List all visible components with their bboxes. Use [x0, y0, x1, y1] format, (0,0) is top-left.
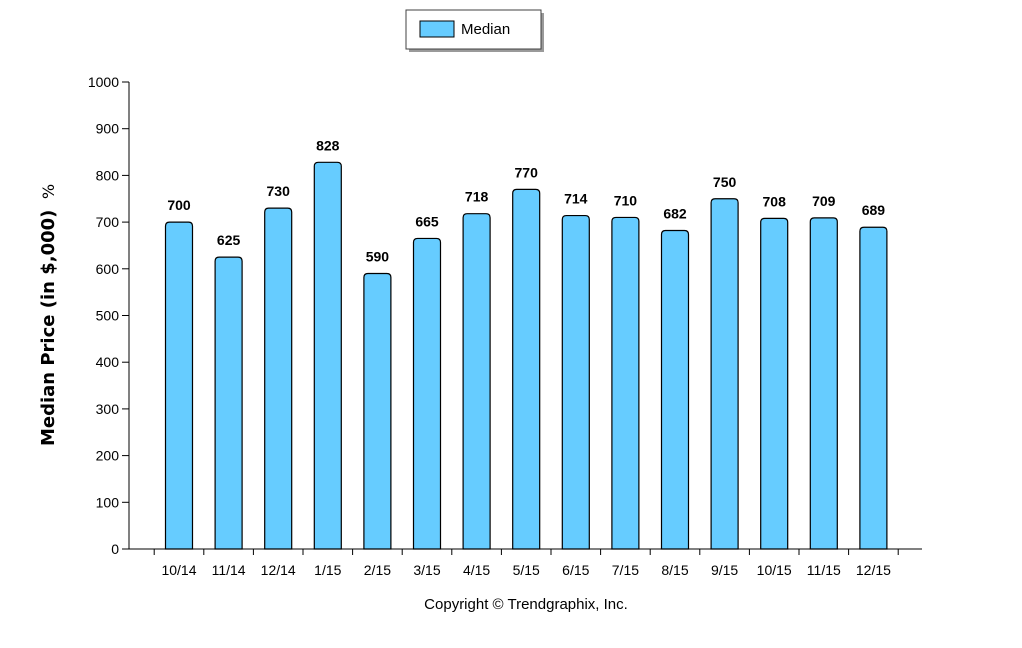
x-tick-label: 11/14: [212, 562, 246, 578]
y-tick-label: 1000: [88, 74, 119, 90]
x-ticks: 10/14 11/14 12/14 1/15 2/15 3/15 4/15 5/15 6/15 7…: [153, 549, 899, 578]
y-tick-label: 100: [96, 494, 120, 510]
bar: [859, 226, 888, 550]
bar: [313, 161, 342, 550]
bar-value-label: 714: [564, 191, 588, 207]
bar: [462, 213, 491, 550]
bar: [760, 217, 789, 550]
bar-value-label: 682: [663, 206, 687, 222]
bar: [660, 229, 690, 550]
x-tick-label: 8/15: [661, 562, 688, 578]
y-tick-label: 800: [96, 167, 120, 183]
legend: Median: [405, 9, 544, 52]
x-tick-label: 12/14: [261, 562, 296, 578]
y-tick-label: 500: [96, 308, 120, 324]
bar-value-label: 718: [465, 189, 489, 205]
bar: [164, 221, 194, 550]
copyright-footer: Copyright © Trendgraphix, Inc.: [424, 596, 628, 613]
y-axis-title-text: Median Price (in $,000): [38, 210, 59, 446]
x-tick-label: 10/14: [161, 562, 196, 578]
bar: [611, 216, 640, 550]
bar-value-label: 750: [713, 174, 737, 190]
bars: 700 625 730 828 590 665 718 770 714 710 682 750 708 7…: [164, 137, 888, 550]
x-tick-label: 2/15: [364, 562, 391, 578]
bar-value-label: 689: [862, 202, 886, 218]
x-tick-label: 7/15: [612, 562, 639, 578]
bar-value-label: 828: [316, 137, 340, 153]
bar-value-label: 590: [366, 248, 390, 264]
bar-value-label: 625: [217, 232, 241, 248]
x-tick-label: 5/15: [513, 562, 540, 578]
bar: [363, 272, 392, 550]
bar-value-label: 709: [812, 193, 836, 209]
x-tick-label: 3/15: [413, 562, 440, 578]
bar: [214, 256, 243, 550]
y-tick-label: 300: [96, 401, 120, 417]
y-tick-label: 700: [96, 214, 120, 230]
y-ticks: 0 100 200 300 400 500 600 700 800 900 1000: [88, 74, 129, 557]
y-tick-label: 0: [111, 541, 119, 557]
x-tick-label: 12/15: [856, 562, 891, 578]
bar: [809, 217, 838, 550]
bar-value-label: 770: [515, 164, 539, 180]
y-axis-title-unit: %: [39, 184, 58, 199]
bar: [264, 207, 293, 550]
y-tick-label: 900: [96, 121, 120, 137]
x-tick-label: 10/15: [757, 562, 792, 578]
y-tick-label: 600: [96, 261, 120, 277]
bar-value-label: 700: [167, 197, 191, 213]
bar-value-label: 710: [614, 192, 638, 208]
bar-value-label: 730: [267, 183, 291, 199]
y-tick-label: 200: [96, 448, 120, 464]
bar: [710, 198, 739, 550]
x-tick-label: 1/15: [314, 562, 341, 578]
x-tick-label: 6/15: [562, 562, 589, 578]
x-tick-label: 9/15: [711, 562, 738, 578]
bar: [561, 214, 590, 550]
bar-value-label: 665: [415, 213, 439, 229]
bar: [412, 237, 442, 550]
bar-value-label: 708: [763, 193, 787, 209]
y-axis-title: Median Price (in $,000) %: [38, 184, 59, 446]
legend-label: Median: [461, 21, 510, 38]
y-tick-label: 400: [96, 354, 120, 370]
legend-swatch: [419, 20, 455, 38]
x-tick-label: 11/15: [807, 562, 841, 578]
x-tick-label: 4/15: [463, 562, 490, 578]
bar: [512, 188, 541, 550]
